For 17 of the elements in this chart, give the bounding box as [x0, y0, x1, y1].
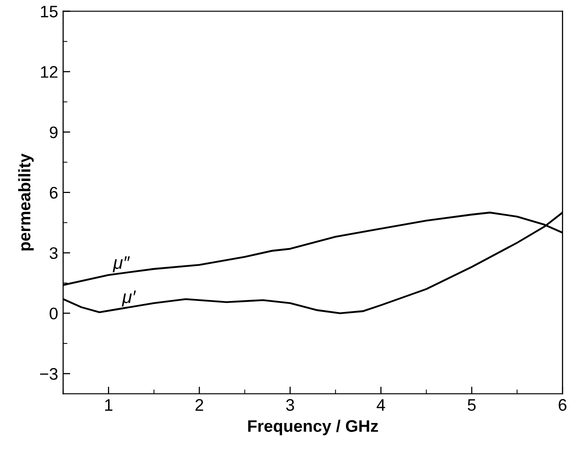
- x-tick-label: 5: [468, 399, 476, 411]
- x-tick-label: 3: [286, 399, 294, 411]
- y-tick-label: −3: [40, 368, 58, 380]
- x-axis-title: Frequency / GHz: [248, 420, 378, 436]
- x-tick-label: 1: [105, 399, 112, 411]
- y-tick-label: 15: [41, 6, 58, 18]
- y-tick-label: 12: [41, 66, 58, 78]
- y-axis-title: permeability: [18, 153, 34, 250]
- x-tick-label: 4: [376, 399, 386, 411]
- y-tick-label: 3: [50, 247, 58, 260]
- series-label: μ′: [122, 290, 136, 306]
- y-tick-label: 9: [50, 126, 58, 138]
- y-tick-label: 0: [50, 308, 58, 320]
- x-tick-label: 2: [196, 399, 204, 411]
- x-tick-label: 6: [558, 399, 566, 411]
- y-tick-label: 6: [50, 186, 58, 199]
- series-label: μ″: [112, 256, 130, 272]
